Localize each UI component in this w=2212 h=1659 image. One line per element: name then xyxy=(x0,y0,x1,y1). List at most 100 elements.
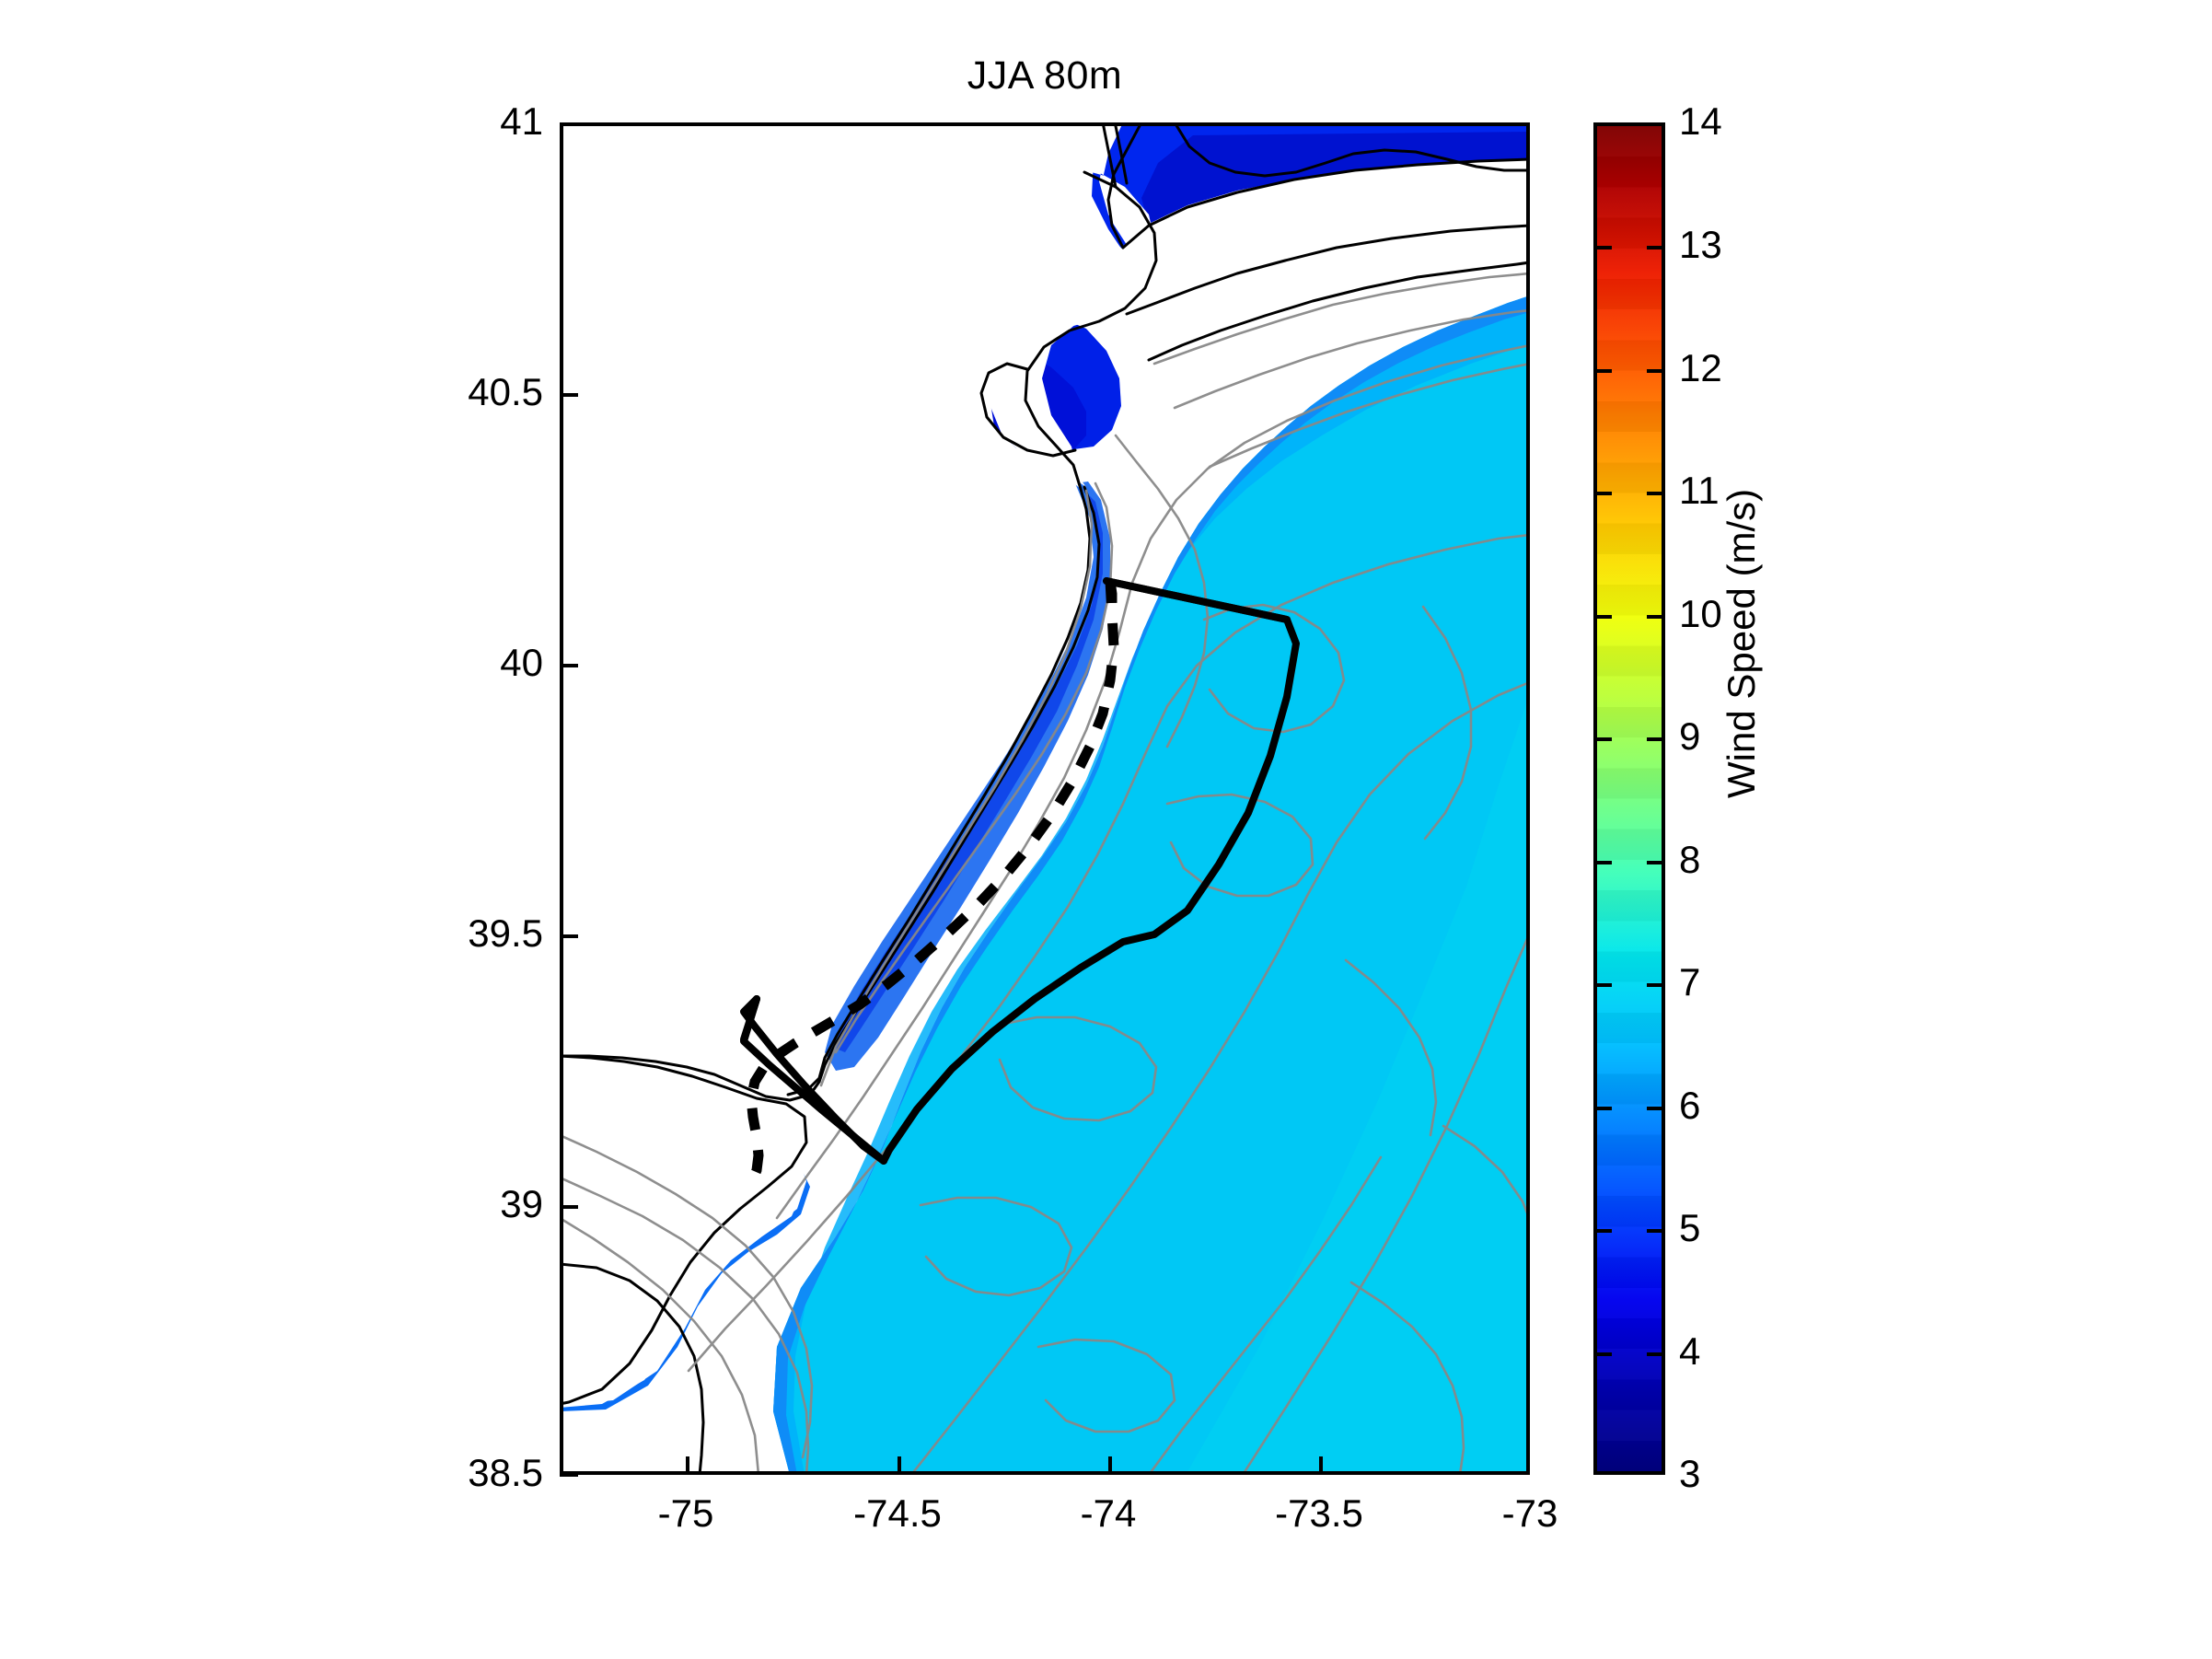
isobath-ridge-e xyxy=(1037,1338,1176,1433)
isobath-bay-channel-3 xyxy=(563,1218,759,1471)
cbtick-mark-12-right xyxy=(1647,369,1662,373)
xtick-label--73: -73 xyxy=(1501,1491,1558,1535)
cbtick-mark-5-left xyxy=(1597,1229,1612,1233)
isobath-50m xyxy=(912,682,1526,1471)
isobath-offshore-1 xyxy=(1442,1124,1526,1214)
ytick-mark-38_5 xyxy=(560,1473,578,1477)
long-island-south-shore xyxy=(1149,240,1526,369)
colorbar-axis-label: Wind Speed (m/s) xyxy=(1720,488,1763,798)
ytick-label-38_5: 38.5 xyxy=(468,1451,543,1494)
isobath-li-shelf-3 xyxy=(1208,363,1526,469)
nearshore-boundary-dashed xyxy=(746,580,1119,1186)
cbtick-mark-7-left xyxy=(1597,983,1612,987)
colorbar[interactable] xyxy=(1593,122,1665,1475)
cbtick-mark-7-right xyxy=(1647,983,1662,987)
cbtick-mark-11-right xyxy=(1647,492,1662,495)
cbtick-mark-9-left xyxy=(1597,737,1612,741)
coastline-delmarva xyxy=(563,1262,705,1471)
cbtick-label-10: 10 xyxy=(1679,592,1722,635)
coastline-connecticut xyxy=(1175,126,1526,178)
ytick-mark-40_5 xyxy=(560,393,578,397)
ocean-field-7ms xyxy=(773,296,1526,1471)
isobath-40m xyxy=(687,534,1526,1373)
cbtick-mark-8-right xyxy=(1647,861,1662,864)
xtick-label--74: -74 xyxy=(1080,1491,1137,1535)
cbtick-mark-5-right xyxy=(1647,1229,1662,1233)
map-axes[interactable] xyxy=(560,122,1530,1475)
ytick-mark-40 xyxy=(560,664,578,667)
isobath-nearcoast xyxy=(834,481,1114,1054)
cbtick-label-5: 5 xyxy=(1679,1206,1701,1249)
bathymetry-contour-group xyxy=(563,273,1526,1471)
isobath-ridge-c xyxy=(998,1015,1158,1122)
ocean-field-offshore xyxy=(1187,703,1526,1471)
cbtick-label-11: 11 xyxy=(1679,469,1720,512)
isobath-bay-channel-1 xyxy=(563,1135,814,1459)
isobath-hudson-shelf-valley xyxy=(1114,434,1210,748)
isobath-ridge-a xyxy=(1202,603,1346,734)
cbtick-mark-13-left xyxy=(1597,246,1612,249)
wind-energy-lease-west-edge xyxy=(740,995,760,1043)
page-title: JJA 80m xyxy=(967,53,1123,98)
cbtick-mark-10-left xyxy=(1597,615,1612,619)
ytick-mark-39 xyxy=(560,1205,578,1209)
cbtick-mark-4-right xyxy=(1647,1352,1662,1356)
xtick-label--74_5: -74.5 xyxy=(853,1491,942,1535)
coastline-cape-may xyxy=(563,1054,821,1102)
cbtick-mark-10-right xyxy=(1647,615,1662,619)
cbtick-label-3: 3 xyxy=(1679,1452,1701,1495)
colorbar-gradient xyxy=(1597,126,1662,1471)
wind-energy-lease-area-boundary xyxy=(740,577,1300,1165)
nearshore-boundary-dashed-upper xyxy=(1105,580,1118,609)
xtick-label--73_5: -73.5 xyxy=(1275,1491,1363,1535)
cbtick-mark-6-left xyxy=(1597,1107,1612,1110)
ytick-label-40: 40 xyxy=(500,641,543,684)
isobath-canyon-1 xyxy=(1421,605,1473,841)
xtick-label--75: -75 xyxy=(657,1491,714,1535)
cbtick-mark-11-left xyxy=(1597,492,1612,495)
isobath-offshore-3 xyxy=(1150,1155,1383,1471)
cbtick-label-6: 6 xyxy=(1679,1084,1701,1127)
long-island-sound-deep xyxy=(1141,132,1526,233)
ytick-mark-41 xyxy=(560,122,578,126)
coastline-li-south xyxy=(1125,224,1526,316)
land-inland-mask xyxy=(563,126,1123,1100)
cbtick-mark-4-left xyxy=(1597,1352,1612,1356)
xtick-mark--75 xyxy=(686,1456,689,1475)
isobath-li-shelf-1 xyxy=(1152,273,1526,365)
coastline-sandy-hook xyxy=(1024,170,1158,491)
nj-coastal-bays-field xyxy=(825,481,1110,1071)
colorbar-band-overlay xyxy=(1597,126,1662,1471)
xtick-mark--74_5 xyxy=(898,1456,901,1475)
xtick-mark--73_5 xyxy=(1319,1456,1323,1475)
isobath-shelf-break xyxy=(1244,937,1526,1471)
cbtick-label-7: 7 xyxy=(1679,960,1701,1004)
cbtick-label-13: 13 xyxy=(1679,223,1722,266)
cbtick-mark-6-right xyxy=(1647,1107,1662,1110)
cbtick-label-9: 9 xyxy=(1679,714,1701,758)
ytick-label-40_5: 40.5 xyxy=(468,370,543,413)
cbtick-mark-9-right xyxy=(1647,737,1662,741)
cbtick-mark-12-left xyxy=(1597,369,1612,373)
xtick-mark--73 xyxy=(1526,1456,1530,1475)
cbtick-mark-8-left xyxy=(1597,861,1612,864)
coastline-hudson-river-west xyxy=(1114,126,1129,185)
coastline-ws-sound xyxy=(1106,126,1141,249)
ytick-label-41: 41 xyxy=(500,99,543,143)
isobath-bay-channel-2 xyxy=(563,1178,810,1471)
isobath-canyon-2 xyxy=(1344,958,1438,1137)
cbtick-label-12: 12 xyxy=(1679,346,1722,389)
isobath-offshore-2 xyxy=(1349,1281,1465,1471)
isobath-ridge-d xyxy=(919,1196,1073,1297)
xtick-mark--74 xyxy=(1108,1456,1112,1475)
isobath-li-shelf-2 xyxy=(1173,309,1526,410)
map-canvas xyxy=(563,126,1526,1471)
isobath-20m xyxy=(819,489,1094,1087)
coastline-li-barrier xyxy=(1147,261,1526,362)
cbtick-label-8: 8 xyxy=(1679,838,1701,881)
cbtick-label-4: 4 xyxy=(1679,1329,1701,1373)
ytick-label-39_5: 39.5 xyxy=(468,911,543,955)
wind-energy-lease-north-edge xyxy=(1103,577,1291,623)
ytick-mark-39_5 xyxy=(560,934,578,938)
